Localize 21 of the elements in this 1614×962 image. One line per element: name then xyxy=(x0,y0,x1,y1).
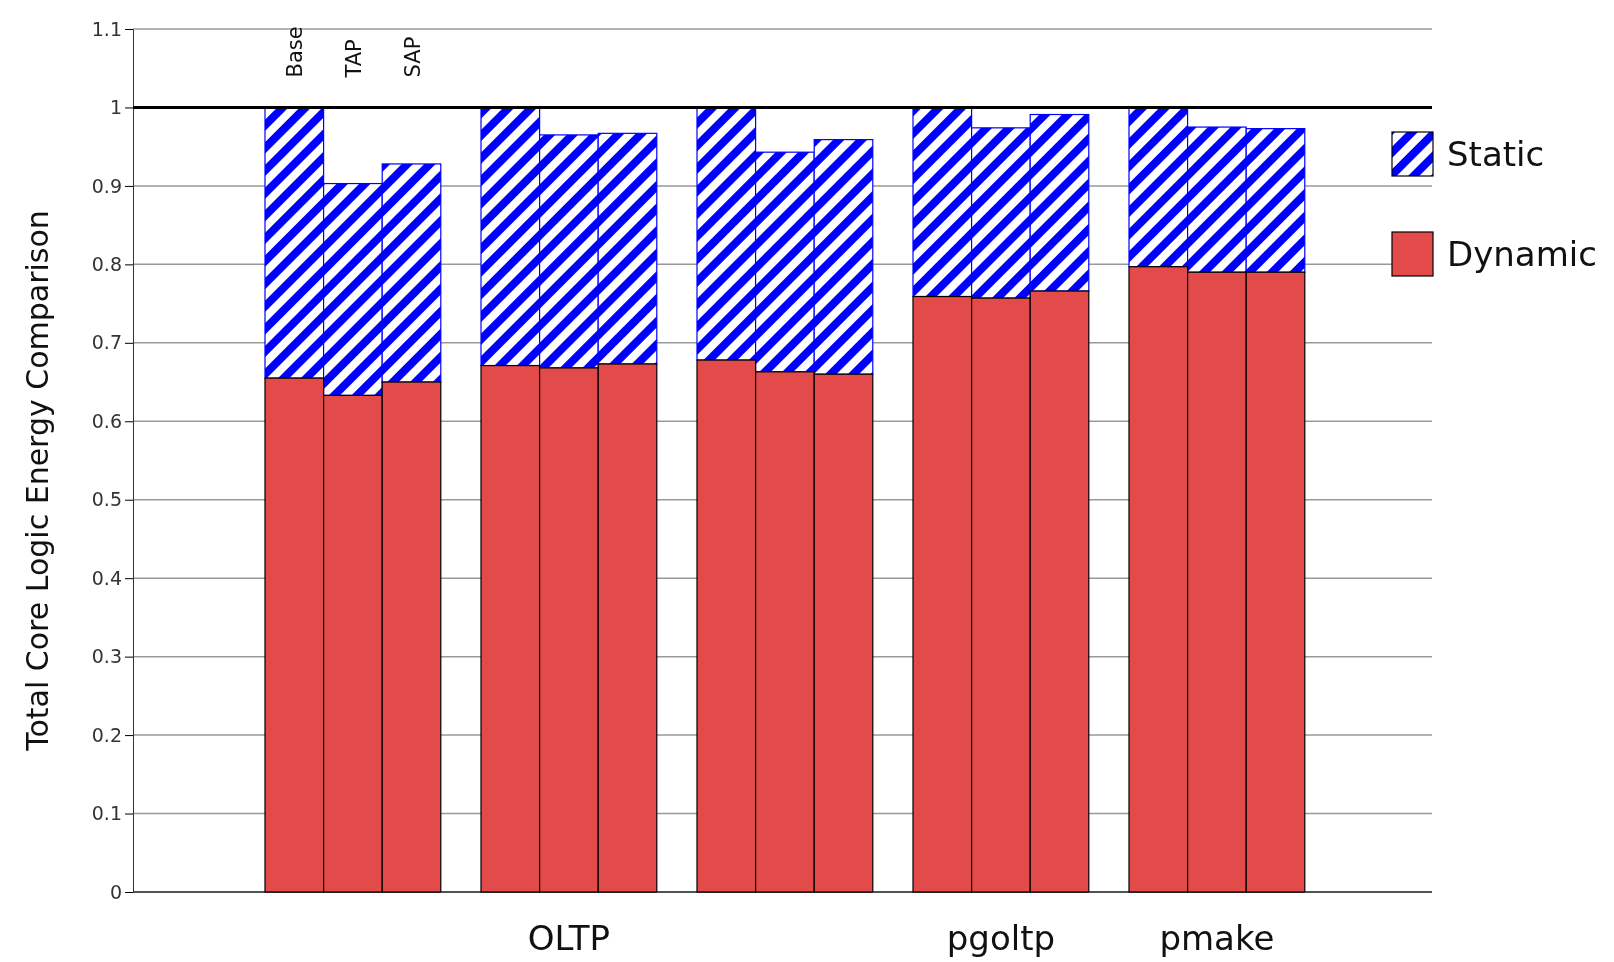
y-tick-label: 0.3 xyxy=(91,645,122,668)
y-tick-label: 0.4 xyxy=(91,566,122,589)
x-tick-label: pmake xyxy=(1159,918,1275,958)
annotation: Base xyxy=(283,26,308,78)
annotation: SAP xyxy=(400,36,425,78)
legend-label: Static xyxy=(1447,134,1545,174)
y-tick-label: 0.7 xyxy=(91,331,122,354)
legend-label: Dynamic xyxy=(1447,234,1597,274)
x-tick-label: OLTP xyxy=(527,918,611,958)
y-tick-label: 1 xyxy=(109,96,122,119)
y-tick-label: 1.1 xyxy=(91,17,122,40)
y-tick-label: 0.1 xyxy=(91,802,122,825)
y-axis-title: Total Core Logic Energy Comparison xyxy=(20,210,55,752)
annotation: TAP xyxy=(341,39,366,79)
y-tick-label: 0 xyxy=(109,880,122,903)
y-tick-label: 0.6 xyxy=(91,409,122,432)
y-tick-label: 0.9 xyxy=(91,174,122,197)
y-tick-label: 0.8 xyxy=(91,252,122,275)
y-tick-label: 0.5 xyxy=(91,488,122,511)
x-tick-label: pgoltp xyxy=(946,918,1056,958)
y-tick-label: 0.2 xyxy=(91,723,122,746)
